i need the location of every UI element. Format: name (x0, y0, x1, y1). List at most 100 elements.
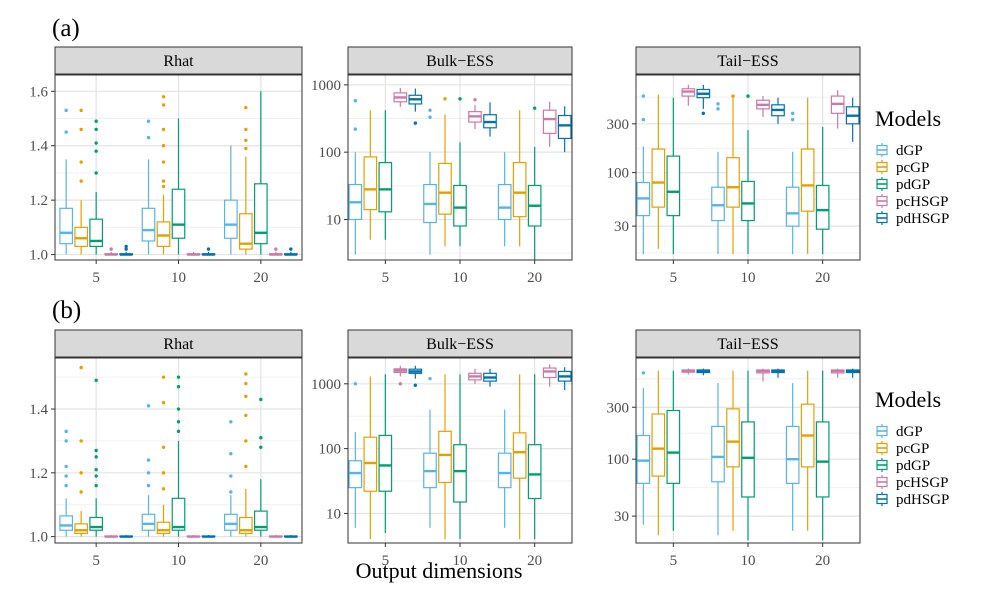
box-pdGP (666, 97, 681, 255)
box-pcHSGP (268, 535, 283, 538)
box-pdHSGP (845, 368, 860, 378)
legend-label: pcHSGP (896, 194, 949, 210)
outlier-point (109, 247, 113, 251)
box-pcGP (156, 375, 171, 537)
iqr-box (512, 161, 527, 218)
outlier-point (64, 439, 68, 443)
iqr-box (74, 226, 89, 247)
box-pdHSGP (201, 535, 216, 538)
box-dGP (711, 102, 725, 255)
iqr-box (542, 109, 557, 134)
box-pdGP (89, 119, 104, 255)
outlier-point (64, 429, 68, 434)
box-pcHSGP (393, 365, 408, 386)
outlier-point (701, 111, 706, 116)
iqr-box (542, 367, 557, 379)
box-pcHSGP (681, 368, 696, 375)
outlier-point (274, 247, 278, 251)
outlier-point (161, 471, 166, 475)
box-pcGP (800, 97, 815, 255)
iqr-box (156, 521, 171, 535)
box-pcHSGP (756, 368, 770, 382)
iqr-box (651, 148, 666, 208)
y-tick-label: 1000 (311, 78, 341, 94)
box-pdHSGP (408, 365, 423, 387)
box-dGP (59, 429, 74, 537)
facet-panel: Tail−ESS 30 100 300 5 10 20 (607, 329, 861, 569)
iqr-box (74, 523, 89, 535)
box-pdHSGP (483, 102, 497, 137)
outlier-point (176, 385, 181, 389)
box-pcGP (800, 370, 815, 531)
legend-label: pdGP (896, 177, 930, 193)
iqr-box (741, 180, 755, 222)
y-tick-label: 100 (319, 442, 342, 458)
box-dGP (497, 152, 512, 247)
box-pcHSGP (542, 364, 557, 387)
box-pcHSGP (830, 368, 845, 378)
box-pcGP (651, 94, 666, 249)
box-pcHSGP (268, 247, 283, 256)
outlier-point (244, 464, 248, 469)
outlier-point (94, 127, 98, 132)
box-pdGP (666, 370, 681, 531)
iqr-box (253, 183, 268, 245)
x-tick-label: 10 (171, 270, 186, 286)
box-pdHSGP (696, 368, 711, 376)
iqr-box (741, 421, 755, 498)
outlier-point (398, 382, 403, 386)
outlier-point (94, 455, 98, 459)
outlier-point (79, 160, 83, 164)
outlier-point (64, 464, 68, 469)
box-pcHSGP (186, 535, 201, 538)
facet-title: Rhat (163, 53, 194, 70)
box-pcHSGP (104, 535, 119, 538)
outlier-point (124, 244, 128, 249)
box-dGP (348, 382, 363, 528)
legend-title: Models (875, 106, 941, 131)
box-pcGP (512, 110, 527, 247)
outlier-point (790, 117, 795, 122)
box-pdHSGP (845, 97, 860, 142)
outlier-point (64, 108, 68, 113)
box-dGP (636, 94, 651, 255)
box-dGP (59, 108, 74, 255)
box-dGP (141, 404, 156, 537)
box-pdHSGP (557, 367, 572, 391)
y-tick-label: 100 (607, 452, 630, 468)
iqr-box (171, 497, 186, 531)
legend-label: pcGP (896, 160, 929, 176)
outlier-point (79, 490, 83, 494)
y-tick-label: 300 (607, 117, 630, 133)
facet-title: Rhat (163, 336, 194, 353)
box-pdGP (378, 110, 393, 240)
outlier-point (94, 141, 98, 145)
iqr-box (363, 156, 378, 211)
outlier-point (532, 106, 537, 110)
outlier-point (176, 429, 181, 434)
box-pdGP (253, 91, 268, 255)
outlier-point (244, 394, 248, 398)
iqr-box (497, 452, 512, 489)
y-tick-label: 100 (319, 145, 342, 161)
row-label-a: (a) (52, 15, 80, 42)
outlier-point (244, 127, 248, 132)
outlier-point (146, 135, 151, 140)
legend-label: pdHSGP (896, 211, 949, 227)
outlier-point (259, 397, 263, 402)
box-pdGP (171, 375, 186, 537)
iqr-box (141, 513, 156, 531)
box-pcGP (651, 370, 666, 536)
outlier-point (289, 247, 293, 251)
legend-title: Models (875, 387, 941, 412)
row-label-b: (b) (52, 297, 81, 324)
outlier-point (641, 371, 646, 375)
x-tick-label: 5 (92, 270, 100, 286)
outlier-point (94, 483, 98, 488)
box-pcHSGP (104, 247, 119, 256)
iqr-box (89, 516, 104, 531)
iqr-box (238, 213, 253, 250)
